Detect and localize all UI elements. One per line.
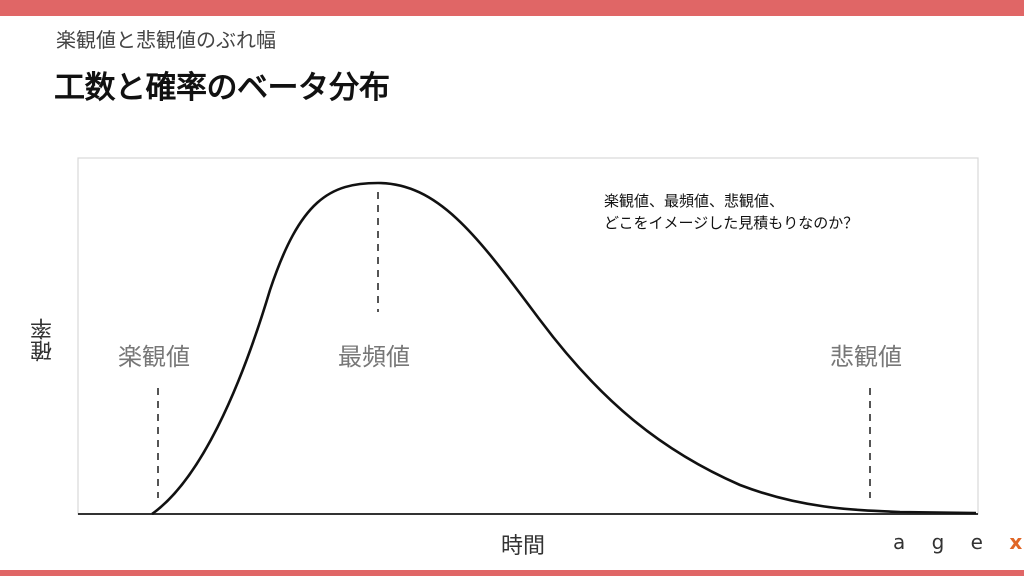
beta-curve — [151, 181, 977, 516]
logo-letters: a g e — [893, 530, 993, 554]
slide-title: 工数と確率のベータ分布 — [54, 70, 390, 106]
x-axis-label: 時間 — [501, 534, 546, 559]
most-likely-label: 最頻値 — [338, 343, 410, 371]
question-note: 楽観値、最頻値、悲観値、 どこをイメージした見積もりなのか？ — [604, 190, 858, 234]
y-axis-label: 確率 — [31, 318, 56, 362]
agex-logo: a g e x — [893, 530, 1022, 554]
note-line-2: どこをイメージした見積もりなのか？ — [604, 214, 859, 232]
top-accent-bar — [0, 0, 1024, 16]
logo-x-mark: x — [1009, 530, 1023, 554]
bottom-accent-bar — [0, 570, 1024, 576]
note-line-1: 楽観値、最頻値、悲観値、 — [604, 192, 785, 210]
slide-subtitle: 楽観値と悲観値のぶれ幅 — [56, 28, 276, 52]
pessimistic-label: 悲観値 — [830, 343, 902, 371]
optimistic-label: 楽観値 — [118, 343, 190, 371]
